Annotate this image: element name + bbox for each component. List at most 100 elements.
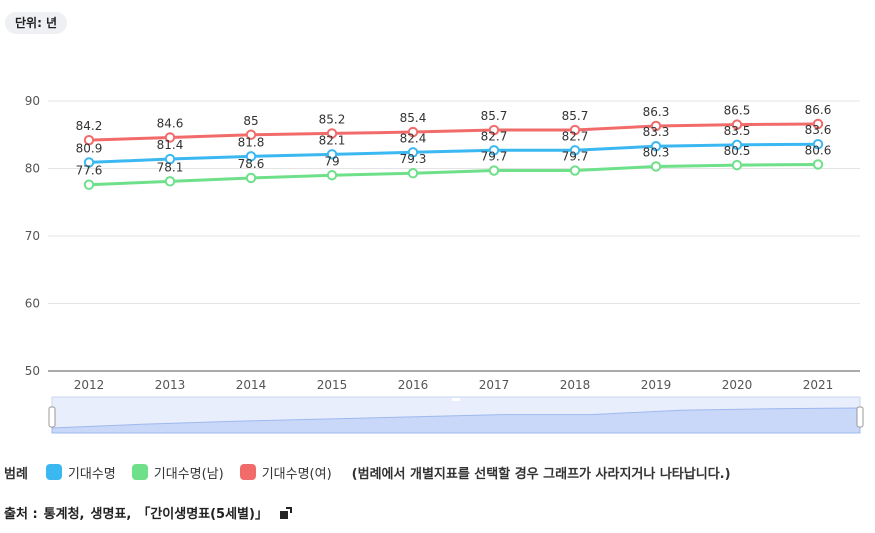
data-point [731,119,743,130]
data-label: 82.1 [319,133,346,147]
y-axis-ticks: 50 60 70 80 90 [25,94,40,378]
source-item: 생명표, [90,507,132,522]
legend-swatch-red [239,464,256,480]
source-line: 출처 : 통계청, 생명표, 「간이생명표(5세별)」 [4,503,292,522]
data-label: 86.5 [724,104,751,118]
data-label: 81.4 [157,138,184,152]
data-point [650,161,662,172]
x-tick-label: 2014 [236,378,267,392]
legend-item-female[interactable]: 기대수명(여) [239,463,332,482]
data-point [245,129,257,140]
unit-badge: 단위: 년 [5,12,68,34]
data-label: 85.2 [319,112,346,126]
data-point [326,149,338,160]
chart-series: 80.9 81.4 81.8 82.1 82.4 82.7 82.7 83.3 83.5 83.6… [76,103,832,190]
data-label: 80.3 [643,145,670,159]
y-tick-label: 60 [25,297,40,311]
legend-item-male[interactable]: 기대수명(남) [131,463,224,482]
data-point [650,141,662,152]
navigator-handle-right[interactable] [856,406,864,428]
data-label: 77.6 [76,164,103,178]
x-tick-label: 2018 [560,378,591,392]
x-tick-label: 2016 [398,378,429,392]
data-label: 83.3 [643,125,670,139]
data-label: 79 [324,154,339,168]
data-label: 80.9 [76,141,103,155]
data-point [407,147,419,158]
data-label: 78.6 [238,157,265,171]
data-point [731,159,743,171]
chart-grid [48,100,860,372]
data-point [812,118,824,130]
data-point [407,126,419,138]
legend-title: 범례 [4,466,28,482]
data-point [569,165,581,176]
navigator-handle-left[interactable] [48,406,56,428]
x-tick-label: 2013 [155,378,186,392]
x-tick-label: 2020 [722,378,753,392]
data-point [488,165,500,176]
data-label: 83.5 [724,124,751,138]
legend-label: 기대수명(여) [261,466,332,482]
data-label: 84.6 [157,116,184,130]
external-link-icon[interactable] [279,506,292,519]
legend-label: 기대수명 [67,466,116,482]
y-tick-label: 90 [25,94,40,108]
x-axis-ticks: 2012 2013 2014 2015 2016 2017 2018 2019 2020 2021 [74,378,834,392]
data-point [83,134,95,146]
data-label: 79.7 [481,150,508,164]
y-tick-label: 50 [25,364,40,378]
data-label: 84.2 [76,119,103,133]
x-tick-label: 2019 [641,378,672,392]
data-point [245,172,257,184]
data-point [326,170,338,181]
data-label: 85.4 [400,111,427,125]
y-tick-label: 70 [25,229,40,243]
data-point [164,176,176,187]
data-label: 80.5 [724,144,751,158]
data-point [83,157,95,168]
legend-label: 기대수명(남) [153,466,224,482]
data-point [812,159,824,170]
series-line [88,162,819,187]
data-label: 82.7 [481,129,508,143]
data-label: 78.1 [157,160,184,174]
data-point [650,120,662,132]
data-point [488,124,500,136]
legend: 범례 기대수명 기대수명(남) 기대수명(여) (범례에서 개별지표를 선택할 … [4,462,731,482]
source-item: 통계청, [43,507,85,522]
x-tick-label: 2017 [479,378,510,392]
y-tick-label: 80 [25,162,40,176]
data-label: 85.7 [562,109,589,123]
data-point [245,151,257,162]
data-label: 85 [243,114,258,128]
data-point [812,139,824,150]
data-label: 81.8 [238,135,265,149]
range-navigator [48,396,864,434]
source-link[interactable]: 「간이생명표(5세별)」 [137,507,268,522]
x-tick-label: 2015 [317,378,348,392]
legend-note: (범례에서 개별지표를 선택할 경우 그래프가 사라지거나 나타납니다.) [351,466,731,482]
legend-swatch-blue [45,464,62,480]
x-tick-label: 2021 [803,378,834,392]
x-tick-label: 2012 [74,378,105,392]
data-point [407,168,419,179]
series-line [88,122,819,142]
data-label: 82.7 [562,129,589,143]
navigator-grip [452,398,460,401]
series-line [88,142,819,164]
data-label: 83.6 [805,123,832,137]
legend-item-expectancy[interactable]: 기대수명 [45,463,116,482]
data-label: 79.7 [562,150,589,164]
data-point [164,132,176,143]
data-point [569,145,581,156]
data-point [569,124,581,136]
data-label: 85.7 [481,109,508,123]
data-label: 80.6 [805,143,832,157]
legend-swatch-green [131,464,148,480]
data-point [731,139,743,151]
data-point [83,179,95,190]
source-label: 출처 : [4,507,38,522]
data-label: 86.6 [805,103,832,117]
